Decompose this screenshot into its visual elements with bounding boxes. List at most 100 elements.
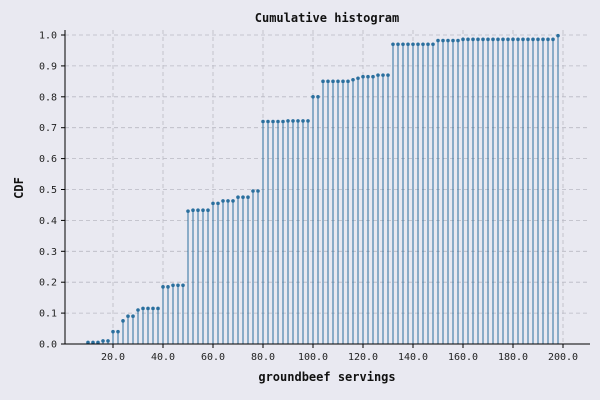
- stem-marker: [251, 189, 255, 193]
- stem-marker: [336, 79, 340, 84]
- stem-marker: [466, 37, 470, 42]
- stem-marker: [101, 339, 105, 343]
- stem-marker: [551, 37, 555, 42]
- stem-marker: [221, 199, 225, 203]
- stem-marker: [136, 308, 140, 312]
- x-tick-label: 80.0: [251, 352, 275, 363]
- x-tick-label: 40.0: [151, 352, 175, 363]
- stem-marker: [301, 119, 305, 123]
- stem-marker: [386, 73, 390, 77]
- stem-marker: [86, 340, 90, 345]
- y-tick-label: 0.6: [39, 154, 57, 165]
- stem-marker: [191, 208, 195, 213]
- stem-marker: [106, 339, 110, 343]
- stem-marker: [286, 119, 290, 123]
- stem-marker: [546, 37, 550, 42]
- stem-marker: [201, 208, 205, 213]
- stem-marker: [151, 306, 155, 311]
- stem-marker: [231, 199, 235, 203]
- stem-marker: [346, 79, 350, 84]
- stem-marker: [556, 33, 560, 38]
- stem-marker: [211, 201, 215, 206]
- stem-marker: [526, 37, 530, 42]
- stem-marker: [401, 42, 405, 47]
- stem-marker: [516, 37, 520, 42]
- stem-marker: [96, 340, 100, 345]
- tick-labels: 20.0 40.0 60.0 80.0 100.0 120.0 140.0 160.0 180.…: [39, 31, 578, 364]
- stem-marker: [471, 37, 475, 42]
- stem-marker: [206, 208, 210, 213]
- stem-marker: [261, 119, 265, 124]
- stem-marker: [296, 119, 300, 123]
- stem-marker: [196, 208, 200, 213]
- stem-marker: [291, 119, 295, 123]
- stem-marker: [161, 285, 165, 289]
- stem-marker: [476, 37, 480, 42]
- y-tick-label: 0.4: [39, 216, 57, 227]
- stem-marker: [536, 37, 540, 42]
- stem-marker: [166, 285, 170, 289]
- stem-marker: [331, 79, 335, 84]
- x-tick-label: 140.0: [398, 352, 428, 363]
- stem-marker: [366, 74, 370, 79]
- stem-marker: [246, 195, 250, 200]
- stem-marker: [146, 306, 150, 311]
- stem-marker: [506, 37, 510, 42]
- stem-marker: [416, 42, 420, 47]
- stem-marker: [486, 37, 490, 42]
- stem-marker: [541, 37, 545, 42]
- stem-marker: [266, 119, 270, 124]
- x-axis-label: groundbeef servings: [258, 370, 395, 384]
- y-tick-label: 0.1: [39, 309, 57, 320]
- stem-marker: [236, 195, 240, 200]
- stem-marker: [431, 42, 435, 47]
- stem-marker: [376, 73, 380, 77]
- stem-marker: [371, 74, 375, 79]
- stem-marker: [216, 201, 220, 206]
- stem-marker: [381, 73, 385, 77]
- y-tick-label: 0.2: [39, 278, 57, 289]
- y-tick-label: 0.7: [39, 123, 57, 134]
- stem-marker: [521, 37, 525, 42]
- y-tick-label: 1.0: [39, 31, 57, 42]
- stem-marker: [126, 314, 130, 318]
- y-axis-label: CDF: [12, 177, 26, 199]
- stem-marker: [276, 119, 280, 124]
- stem-marker: [441, 38, 445, 43]
- chart-title: Cumulative histogram: [255, 11, 400, 25]
- x-tick-label: 120.0: [348, 352, 378, 363]
- y-tick-label: 0.5: [39, 185, 57, 196]
- stem-marker: [241, 195, 245, 200]
- stem-marker: [406, 42, 410, 47]
- axes: [64, 30, 590, 345]
- stem-marker: [256, 189, 260, 193]
- stem-marker: [281, 119, 285, 124]
- x-tick-label: 60.0: [201, 352, 225, 363]
- stem-marker: [461, 37, 465, 42]
- stem-marker: [491, 37, 495, 42]
- stem-marker: [316, 95, 320, 99]
- y-tick-label: 0.9: [39, 61, 57, 72]
- stem-marker: [421, 42, 425, 47]
- stem-marker: [271, 119, 275, 124]
- stem-marker: [426, 42, 430, 47]
- stem-marker: [351, 78, 355, 82]
- stem-marker: [531, 37, 535, 42]
- stem-marker: [156, 306, 160, 311]
- x-tick-label: 180.0: [498, 352, 528, 363]
- stem-marker: [446, 38, 450, 43]
- stem-marker: [391, 42, 395, 47]
- y-tick-label: 0.0: [39, 340, 57, 351]
- stem-marker: [356, 76, 360, 81]
- stem-marker: [176, 283, 180, 288]
- stem-marker: [226, 199, 230, 203]
- stem-marker: [111, 329, 115, 334]
- x-tick-label: 160.0: [448, 352, 478, 363]
- stem-marker: [321, 79, 325, 84]
- stem-marker: [186, 209, 190, 213]
- stem-marker: [326, 79, 330, 84]
- stem-marker: [411, 42, 415, 47]
- stem-marker: [91, 340, 95, 345]
- stem-marker: [436, 38, 440, 43]
